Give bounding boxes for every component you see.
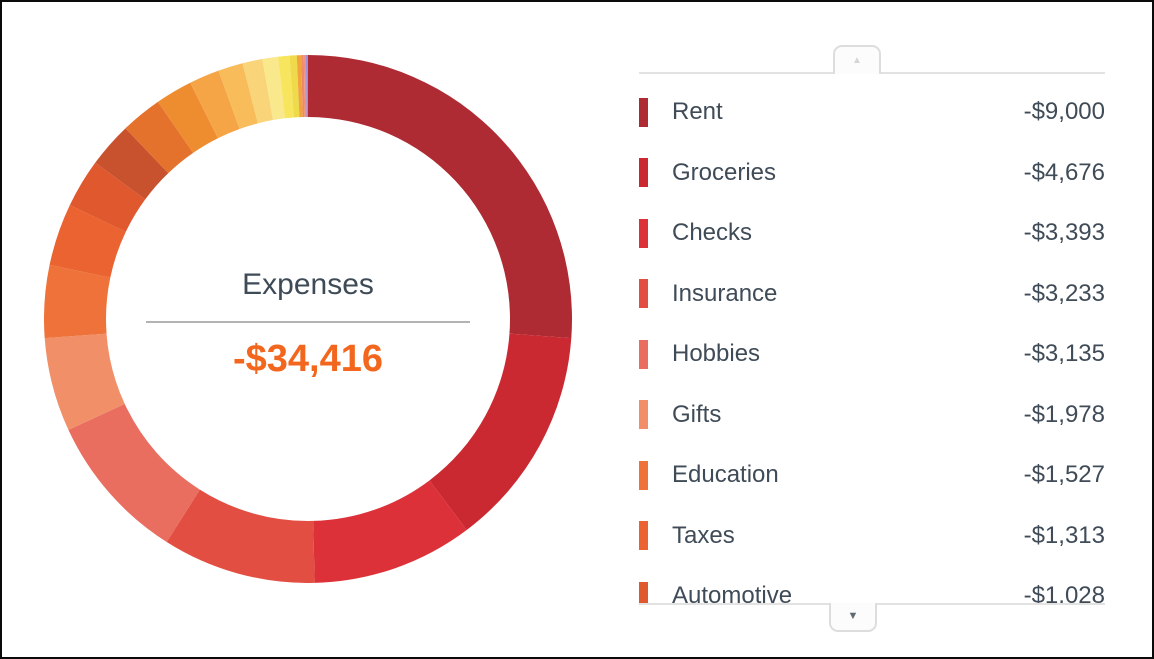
donut-segment[interactable] — [305, 55, 308, 118]
donut-segment[interactable] — [125, 101, 194, 174]
legend-row-insurance[interactable]: Insurance -$3,233 — [639, 264, 1105, 325]
legend-label: Insurance — [672, 279, 778, 307]
legend-row-hobbies[interactable]: Hobbies -$3,135 — [639, 324, 1105, 385]
legend-label: Education — [672, 461, 779, 489]
legend-row-checks[interactable]: Checks -$3,393 — [639, 203, 1105, 264]
scroll-up-icon: ▲ — [852, 54, 862, 66]
legend-list[interactable]: Rent -$9,000 Groceries -$4,676 Checks -$3,393… — [639, 74, 1105, 603]
donut-segment[interactable] — [157, 82, 218, 153]
donut-segment[interactable] — [289, 55, 300, 118]
legend-label: Groceries — [672, 158, 777, 186]
donut-segment-groceries[interactable] — [429, 333, 572, 530]
scroll-down-button[interactable]: ▼ — [829, 603, 877, 632]
donut-segment[interactable] — [262, 56, 286, 121]
legend-row-gifts[interactable]: Gifts -$1,978 — [639, 385, 1105, 446]
legend-row-rent[interactable]: Rent -$9,000 — [639, 82, 1105, 143]
legend-swatch — [639, 400, 648, 430]
donut-segment[interactable] — [296, 55, 303, 118]
legend-label: Taxes — [672, 521, 735, 549]
donut-segment[interactable] — [278, 55, 294, 119]
legend-label: Gifts — [672, 400, 722, 428]
legend-value: -$1,527 — [1023, 461, 1105, 489]
donut-segment[interactable] — [301, 55, 305, 118]
donut-segment[interactable] — [95, 128, 169, 200]
legend-value: -$4,676 — [1023, 158, 1105, 186]
legend-label: Rent — [672, 98, 723, 126]
legend-row-automotive[interactable]: Automotive -$1,028 — [639, 566, 1105, 603]
legend-row-groceries[interactable]: Groceries -$4,676 — [639, 143, 1105, 204]
legend-value: -$1,313 — [1023, 521, 1105, 549]
legend-value: -$1,978 — [1023, 400, 1105, 428]
donut-segment-rent[interactable] — [308, 55, 572, 339]
donut-segment-hobbies[interactable] — [68, 403, 200, 542]
legend-swatch — [639, 279, 648, 309]
legend-value: -$3,135 — [1023, 340, 1105, 368]
legend-value: -$3,233 — [1023, 279, 1105, 307]
donut-segment-taxes[interactable] — [49, 205, 126, 278]
legend-swatch — [639, 460, 648, 490]
donut-segment-education[interactable] — [44, 264, 111, 339]
legend-label: Checks — [672, 219, 753, 247]
legend-swatch — [639, 521, 648, 551]
donut-segment[interactable] — [242, 58, 274, 124]
legend-swatch — [639, 97, 648, 127]
donut-segment-insurance[interactable] — [166, 489, 315, 583]
legend-swatch — [639, 218, 648, 248]
legend-swatch — [639, 158, 648, 188]
donut-segment-automotive[interactable] — [69, 162, 146, 232]
scroll-down-icon: ▼ — [847, 610, 859, 622]
donut-segment[interactable] — [218, 63, 258, 129]
legend-value: -$1,028 — [1023, 582, 1105, 603]
donut-segment-gifts[interactable] — [44, 333, 125, 430]
donut-segment[interactable] — [190, 70, 240, 139]
legend-value: -$3,393 — [1023, 219, 1105, 247]
donut-segment-checks[interactable] — [313, 480, 467, 583]
legend-row-education[interactable]: Education -$1,527 — [639, 445, 1105, 506]
legend-value: -$9,000 — [1023, 98, 1105, 126]
legend-swatch — [639, 339, 648, 369]
legend-panel: ▲ Rent -$9,000 Groceries -$4,676 Checks -$3,3… — [639, 2, 1105, 657]
legend-row-taxes[interactable]: Taxes -$1,313 — [639, 506, 1105, 567]
legend-label: Automotive — [672, 582, 793, 603]
donut-rings — [44, 55, 572, 583]
donut-segment[interactable] — [303, 55, 307, 118]
expenses-donut-chart: Expenses -$34,416 — [44, 55, 572, 583]
legend-label: Hobbies — [672, 340, 761, 368]
legend-swatch — [639, 581, 648, 603]
scroll-up-button[interactable]: ▲ — [833, 45, 881, 74]
